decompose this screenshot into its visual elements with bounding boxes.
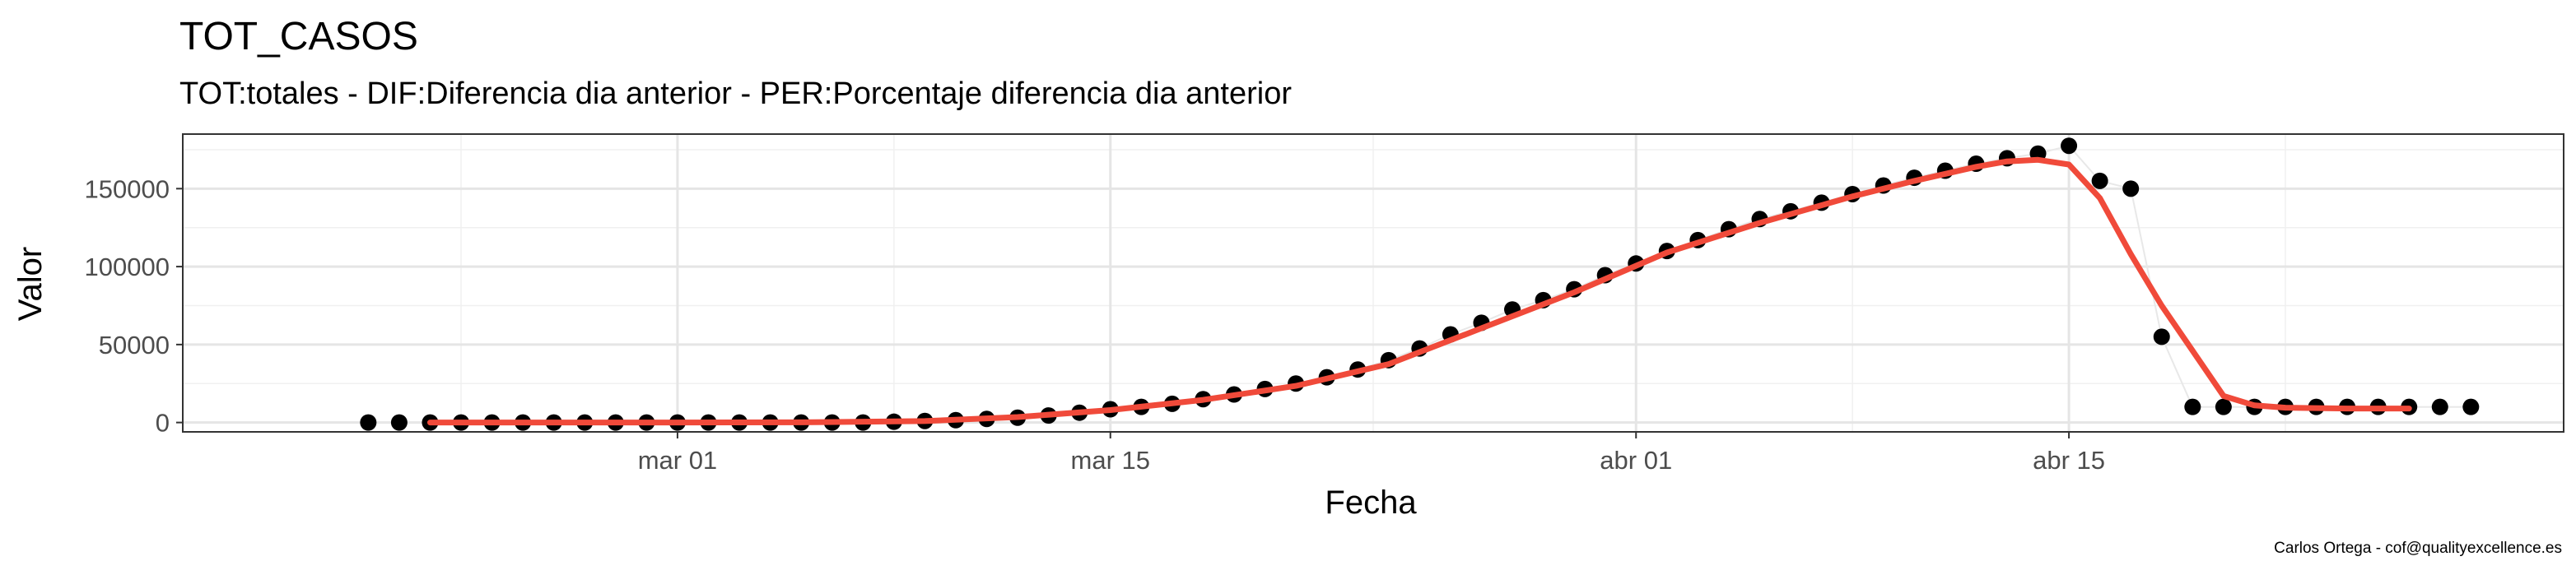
chart-title: TOT_CASOS bbox=[179, 15, 418, 58]
data-point bbox=[360, 414, 377, 431]
data-point bbox=[2462, 398, 2480, 415]
y-axis-title: Valor bbox=[12, 247, 49, 321]
y-ticks bbox=[176, 188, 183, 424]
x-axis: mar 01 mar 15 abr 01 abr 15 bbox=[638, 432, 2105, 475]
data-point bbox=[2061, 137, 2078, 155]
chart-subtitle: TOT:totales - DIF:Diferencia dia anterio… bbox=[179, 77, 1292, 111]
plot-border bbox=[182, 133, 2564, 433]
data-point bbox=[2153, 328, 2170, 345]
data-point bbox=[2122, 180, 2140, 197]
y-axis: 0 50000 100000 150000 bbox=[85, 174, 183, 438]
data-point bbox=[390, 414, 408, 431]
data-point bbox=[2431, 398, 2448, 415]
plot-panel bbox=[182, 133, 2564, 433]
x-tick-label: mar 01 bbox=[638, 446, 717, 475]
data-point bbox=[2184, 398, 2201, 415]
y-tick-label: 150000 bbox=[85, 174, 170, 203]
chart-caption: Carlos Ortega - cof@qualityexcellence.es bbox=[2274, 540, 2562, 557]
y-tick-labels: 0 50000 100000 150000 bbox=[85, 174, 170, 437]
x-axis-title: Fecha bbox=[1325, 485, 1417, 521]
x-tick-labels: mar 01 mar 15 abr 01 abr 15 bbox=[638, 446, 2105, 475]
x-tick-label: mar 15 bbox=[1071, 446, 1150, 475]
x-ticks bbox=[676, 432, 2071, 438]
gridlines bbox=[183, 134, 2564, 432]
y-tick-label: 50000 bbox=[99, 331, 170, 359]
data-point bbox=[2215, 398, 2232, 415]
x-tick-label: abr 15 bbox=[2033, 446, 2105, 475]
x-tick-label: abr 01 bbox=[1600, 446, 1672, 475]
smooth-line bbox=[427, 156, 2412, 426]
y-tick-label: 100000 bbox=[85, 253, 170, 281]
data-point bbox=[2091, 172, 2108, 189]
y-tick-label: 0 bbox=[156, 409, 170, 438]
